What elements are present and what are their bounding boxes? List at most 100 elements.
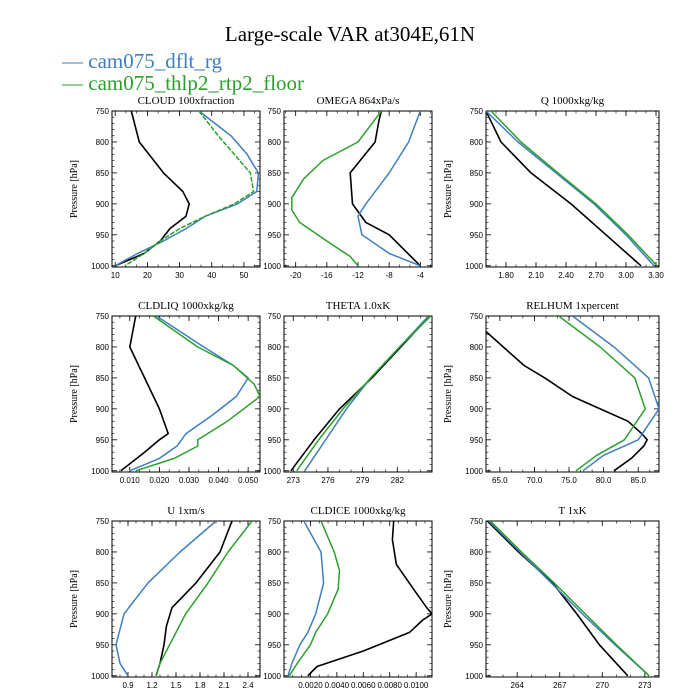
x-tick-label: 1.8 <box>194 681 206 690</box>
series-line-green <box>288 521 341 677</box>
x-tick-label: -12 <box>352 271 364 280</box>
panel-2: Q 1000xkg/kg Pressure [hPa] 750 800 850 900 95… <box>443 95 664 280</box>
y-tick-label: 950 <box>470 231 484 240</box>
x-tick-label: 0.0040 <box>325 681 350 690</box>
y-tick-label: 1000 <box>91 467 109 476</box>
y-tick-label: 1000 <box>263 467 281 476</box>
y-tick-label: 850 <box>470 374 484 383</box>
panel-title: THETA 1.0xK <box>326 300 391 312</box>
series-line-green <box>155 521 253 677</box>
y-tick-label: 750 <box>268 312 282 321</box>
y-tick-label: 800 <box>470 138 484 147</box>
x-tick-label: 0.9 <box>122 681 134 690</box>
y-axis-label: Pressure [hPa] <box>443 365 454 423</box>
panel-3: CLDLIQ 1000xkg/kg Pressure [hPa] 750 800 850… <box>69 300 261 485</box>
series-line-blue <box>486 111 655 267</box>
panel-title: CLOUD 100xfraction <box>138 95 235 107</box>
plot-frame <box>485 110 660 268</box>
y-tick-label: 900 <box>268 610 282 619</box>
y-tick-label: 750 <box>96 107 110 116</box>
y-tick-label: 950 <box>268 641 282 650</box>
plot-frame <box>485 315 660 473</box>
x-tick-label: -16 <box>321 271 333 280</box>
x-tick-label: 2.40 <box>558 271 574 280</box>
y-tick-label: 1000 <box>91 672 109 681</box>
y-tick-label: 850 <box>96 579 110 588</box>
x-tick-label: 65.0 <box>492 476 508 485</box>
x-tick-label: 0.040 <box>209 476 230 485</box>
y-tick-label: 900 <box>96 405 110 414</box>
panel-title: CLDICE 1000xkg/kg <box>310 505 406 517</box>
x-tick-label: 264 <box>511 681 525 690</box>
y-tick-label: 950 <box>96 231 110 240</box>
series-line-blue <box>357 111 422 267</box>
plot-frame <box>485 520 660 678</box>
y-tick-label: 950 <box>470 641 484 650</box>
y-tick-label: 800 <box>470 548 484 557</box>
x-tick-label: 0.020 <box>149 476 170 485</box>
y-tick-label: 900 <box>470 610 484 619</box>
series-line-black <box>486 330 649 472</box>
series-line-blue <box>115 521 217 677</box>
x-tick-label: 1.2 <box>146 681 158 690</box>
y-axis-label: Pressure [hPa] <box>69 570 80 628</box>
x-tick-label: 273 <box>638 681 652 690</box>
x-tick-label: 3.00 <box>618 271 634 280</box>
y-tick-label: 850 <box>268 169 282 178</box>
plot-frame <box>283 315 433 473</box>
series-line-green <box>296 316 432 472</box>
x-tick-label: 2.1 <box>218 681 230 690</box>
x-tick-label: 2.4 <box>242 681 254 690</box>
series-line-green <box>490 111 658 267</box>
y-tick-label: 800 <box>96 138 110 147</box>
y-tick-label: 900 <box>470 200 484 209</box>
x-tick-label: 40 <box>207 271 216 280</box>
x-tick-label: 0.030 <box>179 476 200 485</box>
x-tick-label: 273 <box>287 476 301 485</box>
plot-frame <box>111 315 261 473</box>
panel-0: CLOUD 100xfraction Pressure [hPa] 750 800 85… <box>69 95 261 280</box>
figure-title: Large-scale VAR at304E,61N <box>224 22 476 46</box>
y-tick-label: 850 <box>96 374 110 383</box>
y-tick-label: 750 <box>96 312 110 321</box>
y-axis-label: Pressure [hPa] <box>443 570 454 628</box>
series-line-black <box>120 316 169 472</box>
x-tick-label: 1.5 <box>170 681 182 690</box>
y-tick-label: 950 <box>96 641 110 650</box>
x-tick-label: 0.0080 <box>377 681 402 690</box>
panel-1: OMEGA 864xPa/s 750 800 850 900 950 1000 -20 -16 -… <box>263 95 433 280</box>
y-tick-label: 750 <box>470 312 484 321</box>
series-line-black <box>114 111 190 267</box>
series-line-blue <box>129 316 249 472</box>
series-line-black <box>349 111 421 267</box>
y-tick-label: 850 <box>470 169 484 178</box>
series-line-green <box>558 316 646 472</box>
panel-title: U 1xm/s <box>167 505 205 517</box>
plot-frame <box>283 110 433 268</box>
y-tick-label: 750 <box>470 517 484 526</box>
y-tick-label: 1000 <box>91 262 109 271</box>
panel-title: CLDLIQ 1000xkg/kg <box>138 300 234 312</box>
plot-frame <box>111 110 261 268</box>
y-axis-label: Pressure [hPa] <box>69 160 80 218</box>
x-tick-label: 0.010 <box>120 476 141 485</box>
series-line-black <box>486 111 642 267</box>
y-tick-label: 950 <box>268 436 282 445</box>
series-line-black <box>486 521 629 677</box>
x-tick-label: 0.050 <box>238 476 259 485</box>
y-tick-label: 1000 <box>465 672 483 681</box>
y-tick-label: 1000 <box>465 467 483 476</box>
y-tick-label: 850 <box>470 579 484 588</box>
series-line-black <box>155 521 233 677</box>
y-tick-label: 800 <box>96 548 110 557</box>
panel-title: T 1xK <box>558 505 586 517</box>
y-tick-label: 1000 <box>465 262 483 271</box>
y-tick-label: 800 <box>268 343 282 352</box>
y-tick-label: 900 <box>96 610 110 619</box>
x-tick-label: 270 <box>596 681 610 690</box>
legend-entry-floor: — cam075_thlp2_rtp2_floor <box>62 71 305 95</box>
x-tick-label: 80.0 <box>596 476 612 485</box>
y-tick-label: 900 <box>268 200 282 209</box>
y-tick-label: 950 <box>96 436 110 445</box>
